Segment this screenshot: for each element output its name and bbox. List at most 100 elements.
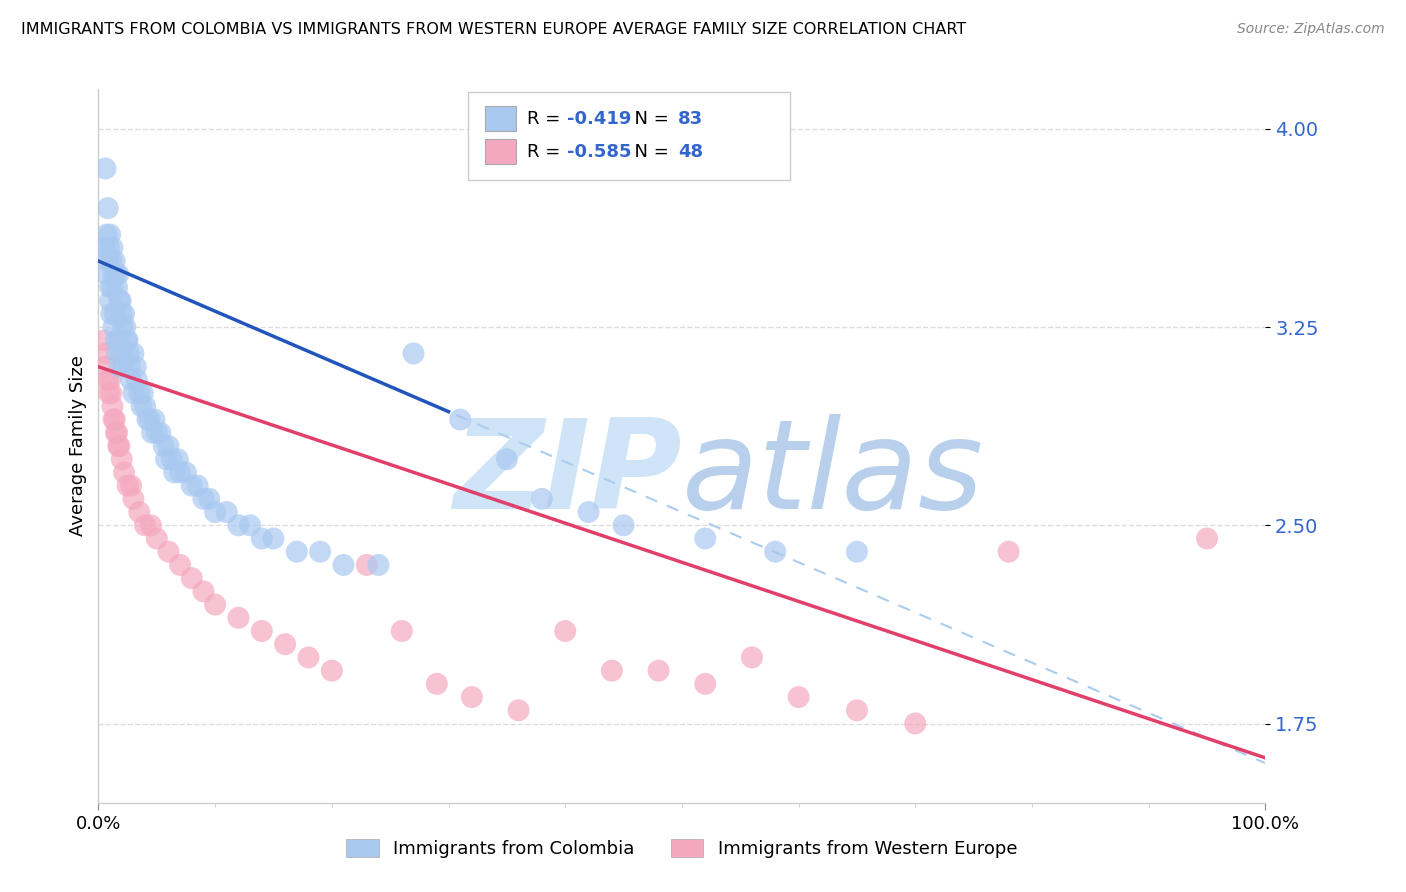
Point xyxy=(695,532,717,546)
Point xyxy=(193,491,215,506)
Point xyxy=(101,241,124,255)
Point xyxy=(846,703,869,717)
Text: R =: R = xyxy=(527,143,567,161)
Point xyxy=(193,584,215,599)
Point xyxy=(107,333,129,347)
Point xyxy=(600,664,623,678)
Point xyxy=(107,439,129,453)
Point xyxy=(285,545,308,559)
Point xyxy=(332,558,354,572)
Point xyxy=(128,386,150,401)
Point xyxy=(131,400,153,414)
Point xyxy=(104,254,127,268)
Point xyxy=(122,386,145,401)
Text: atlas: atlas xyxy=(682,414,984,535)
Point xyxy=(763,545,786,559)
Point xyxy=(356,558,378,572)
Y-axis label: Average Family Size: Average Family Size xyxy=(69,356,87,536)
Point xyxy=(103,267,125,281)
Point xyxy=(228,611,250,625)
Point xyxy=(647,664,669,678)
Point xyxy=(143,412,166,426)
Point xyxy=(695,677,717,691)
Point xyxy=(103,320,125,334)
Point xyxy=(97,201,120,215)
Point xyxy=(100,307,122,321)
Point xyxy=(152,439,174,453)
Point xyxy=(204,505,226,519)
Point xyxy=(157,545,180,559)
Point xyxy=(101,280,124,294)
Point xyxy=(139,412,162,426)
Point xyxy=(107,267,129,281)
Point xyxy=(169,558,191,572)
Point xyxy=(187,478,209,492)
Point xyxy=(180,571,202,585)
Text: N =: N = xyxy=(623,110,675,128)
Point xyxy=(93,241,115,255)
Point xyxy=(787,690,810,704)
Point xyxy=(117,478,139,492)
Point xyxy=(426,677,449,691)
Point xyxy=(111,346,134,360)
Text: ZIP: ZIP xyxy=(453,414,682,535)
Point xyxy=(111,320,134,334)
Point xyxy=(108,293,131,308)
Point xyxy=(228,518,250,533)
Point xyxy=(108,359,131,374)
Point xyxy=(120,373,142,387)
Point xyxy=(136,412,159,426)
Point xyxy=(128,505,150,519)
Text: -0.419: -0.419 xyxy=(567,110,631,128)
Point xyxy=(166,452,188,467)
Point xyxy=(530,491,553,506)
Text: R =: R = xyxy=(527,110,567,128)
Point xyxy=(108,439,131,453)
Point xyxy=(149,425,172,440)
Text: IMMIGRANTS FROM COLOMBIA VS IMMIGRANTS FROM WESTERN EUROPE AVERAGE FAMILY SIZE C: IMMIGRANTS FROM COLOMBIA VS IMMIGRANTS F… xyxy=(21,22,966,37)
Point xyxy=(96,227,118,242)
Point xyxy=(297,650,319,665)
Point xyxy=(613,518,636,533)
Point xyxy=(141,425,163,440)
Point xyxy=(94,161,117,176)
Point xyxy=(449,412,471,426)
Point xyxy=(115,333,138,347)
Point xyxy=(461,690,484,704)
Point xyxy=(132,386,155,401)
Point xyxy=(96,346,118,360)
Point xyxy=(104,412,127,426)
Point xyxy=(97,254,120,268)
Point xyxy=(146,425,169,440)
Point xyxy=(180,478,202,492)
Point xyxy=(98,373,121,387)
Point xyxy=(163,466,186,480)
Point xyxy=(122,491,145,506)
Point xyxy=(111,307,134,321)
Point xyxy=(157,439,180,453)
Point xyxy=(250,624,273,638)
Point xyxy=(402,346,425,360)
Point xyxy=(155,452,177,467)
Point xyxy=(122,346,145,360)
Point xyxy=(98,293,121,308)
Point xyxy=(554,624,576,638)
Text: 48: 48 xyxy=(678,143,703,161)
Point xyxy=(112,466,135,480)
Point xyxy=(146,532,169,546)
Point xyxy=(100,386,122,401)
Point xyxy=(215,505,238,519)
Point xyxy=(104,307,127,321)
Point xyxy=(105,280,128,294)
Text: -0.585: -0.585 xyxy=(567,143,631,161)
Point xyxy=(104,267,127,281)
Point xyxy=(100,254,122,268)
Point xyxy=(101,400,124,414)
Point xyxy=(578,505,600,519)
Point xyxy=(134,518,156,533)
Point xyxy=(105,346,128,360)
Point xyxy=(198,491,221,506)
Point xyxy=(98,227,121,242)
Point xyxy=(309,545,332,559)
Point xyxy=(97,373,120,387)
